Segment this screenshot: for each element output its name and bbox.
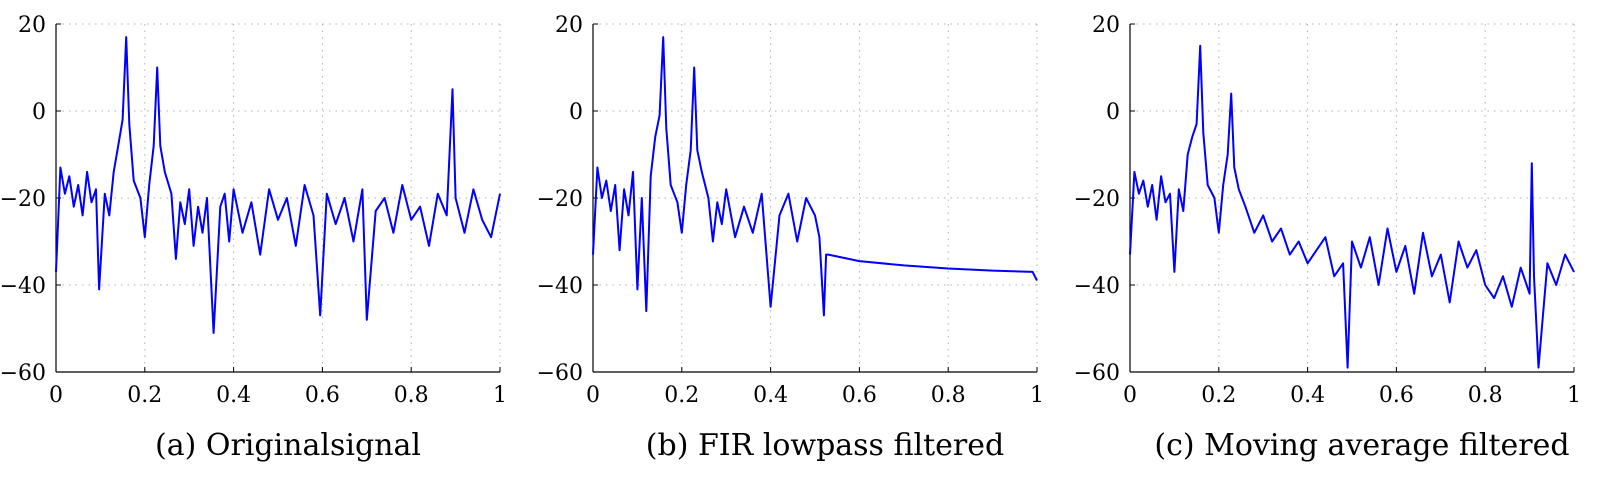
y-tick-label: 20 — [555, 13, 583, 38]
chart-svg-c: 0 0.2 0.4 0.6 0.8 1 20 0 −20 −40 −60 (c) Moving ave… — [1074, 13, 1581, 463]
chart-svg-b: 0 0.2 0.4 0.6 0.8 1 20 0 −20 −40 −60 (b) FIR lowpas… — [537, 13, 1044, 463]
y-tick-label: −40 — [1074, 274, 1120, 299]
x-tick-label: 0.6 — [305, 383, 340, 408]
x-tick-label: 0.8 — [394, 383, 429, 408]
x-tick-label: 0.6 — [1379, 383, 1414, 408]
chart-panel-c: 0 0.2 0.4 0.6 0.8 1 20 0 −20 −40 −60 (c) Moving ave… — [1074, 0, 1610, 483]
x-tick-label: 0 — [586, 383, 600, 408]
series-line — [1129, 44, 1575, 369]
y-tick-label: −40 — [0, 274, 46, 299]
chart-caption: (c) Moving average filtered — [1154, 428, 1569, 463]
chart-caption: (b) FIR lowpass filtered — [646, 428, 1004, 463]
y-tick-label: −60 — [0, 361, 46, 386]
chart-svg-a: 0 0.2 0.4 0.6 0.8 1 20 0 −20 −40 −60 (a) Originalsi… — [0, 13, 507, 463]
x-tick-label: 1 — [493, 383, 507, 408]
x-tick-label: 0.8 — [1468, 383, 1503, 408]
y-tick-label: −20 — [0, 187, 46, 212]
y-tick-label: 0 — [32, 100, 46, 125]
y-tick-label: −60 — [1074, 361, 1120, 386]
series-line — [55, 36, 501, 334]
y-tick-label: −20 — [1074, 187, 1120, 212]
x-tick-label: 0 — [1123, 383, 1137, 408]
x-tick-label: 0.4 — [753, 383, 788, 408]
y-tick-label: 20 — [1092, 13, 1120, 38]
x-tick-label: 0 — [49, 383, 63, 408]
chart-caption: (a) Originalsignal — [155, 428, 421, 463]
x-tick-label: 0.2 — [664, 383, 699, 408]
y-tick-label: −60 — [537, 361, 583, 386]
grid — [1129, 23, 1575, 373]
x-tick-label: 0.4 — [1290, 383, 1325, 408]
y-tick-label: 20 — [18, 13, 46, 38]
series-line — [592, 36, 1038, 317]
grid — [592, 23, 1038, 373]
y-tick-label: −40 — [537, 274, 583, 299]
x-tick-label: 0.2 — [127, 383, 162, 408]
x-tick-label: 1 — [1030, 383, 1044, 408]
x-tick-label: 0.6 — [842, 383, 877, 408]
y-tick-label: 0 — [1106, 100, 1120, 125]
grid — [55, 23, 501, 373]
y-tick-label: 0 — [569, 100, 583, 125]
x-tick-label: 0.2 — [1201, 383, 1236, 408]
y-tick-label: −20 — [537, 187, 583, 212]
chart-panel-a: 0 0.2 0.4 0.6 0.8 1 20 0 −20 −40 −60 (a) Originalsi… — [0, 0, 537, 483]
chart-panel-b: 0 0.2 0.4 0.6 0.8 1 20 0 −20 −40 −60 (b) FIR lowpas… — [537, 0, 1074, 483]
x-tick-label: 0.4 — [216, 383, 251, 408]
x-tick-label: 1 — [1567, 383, 1581, 408]
x-tick-label: 0.8 — [931, 383, 966, 408]
